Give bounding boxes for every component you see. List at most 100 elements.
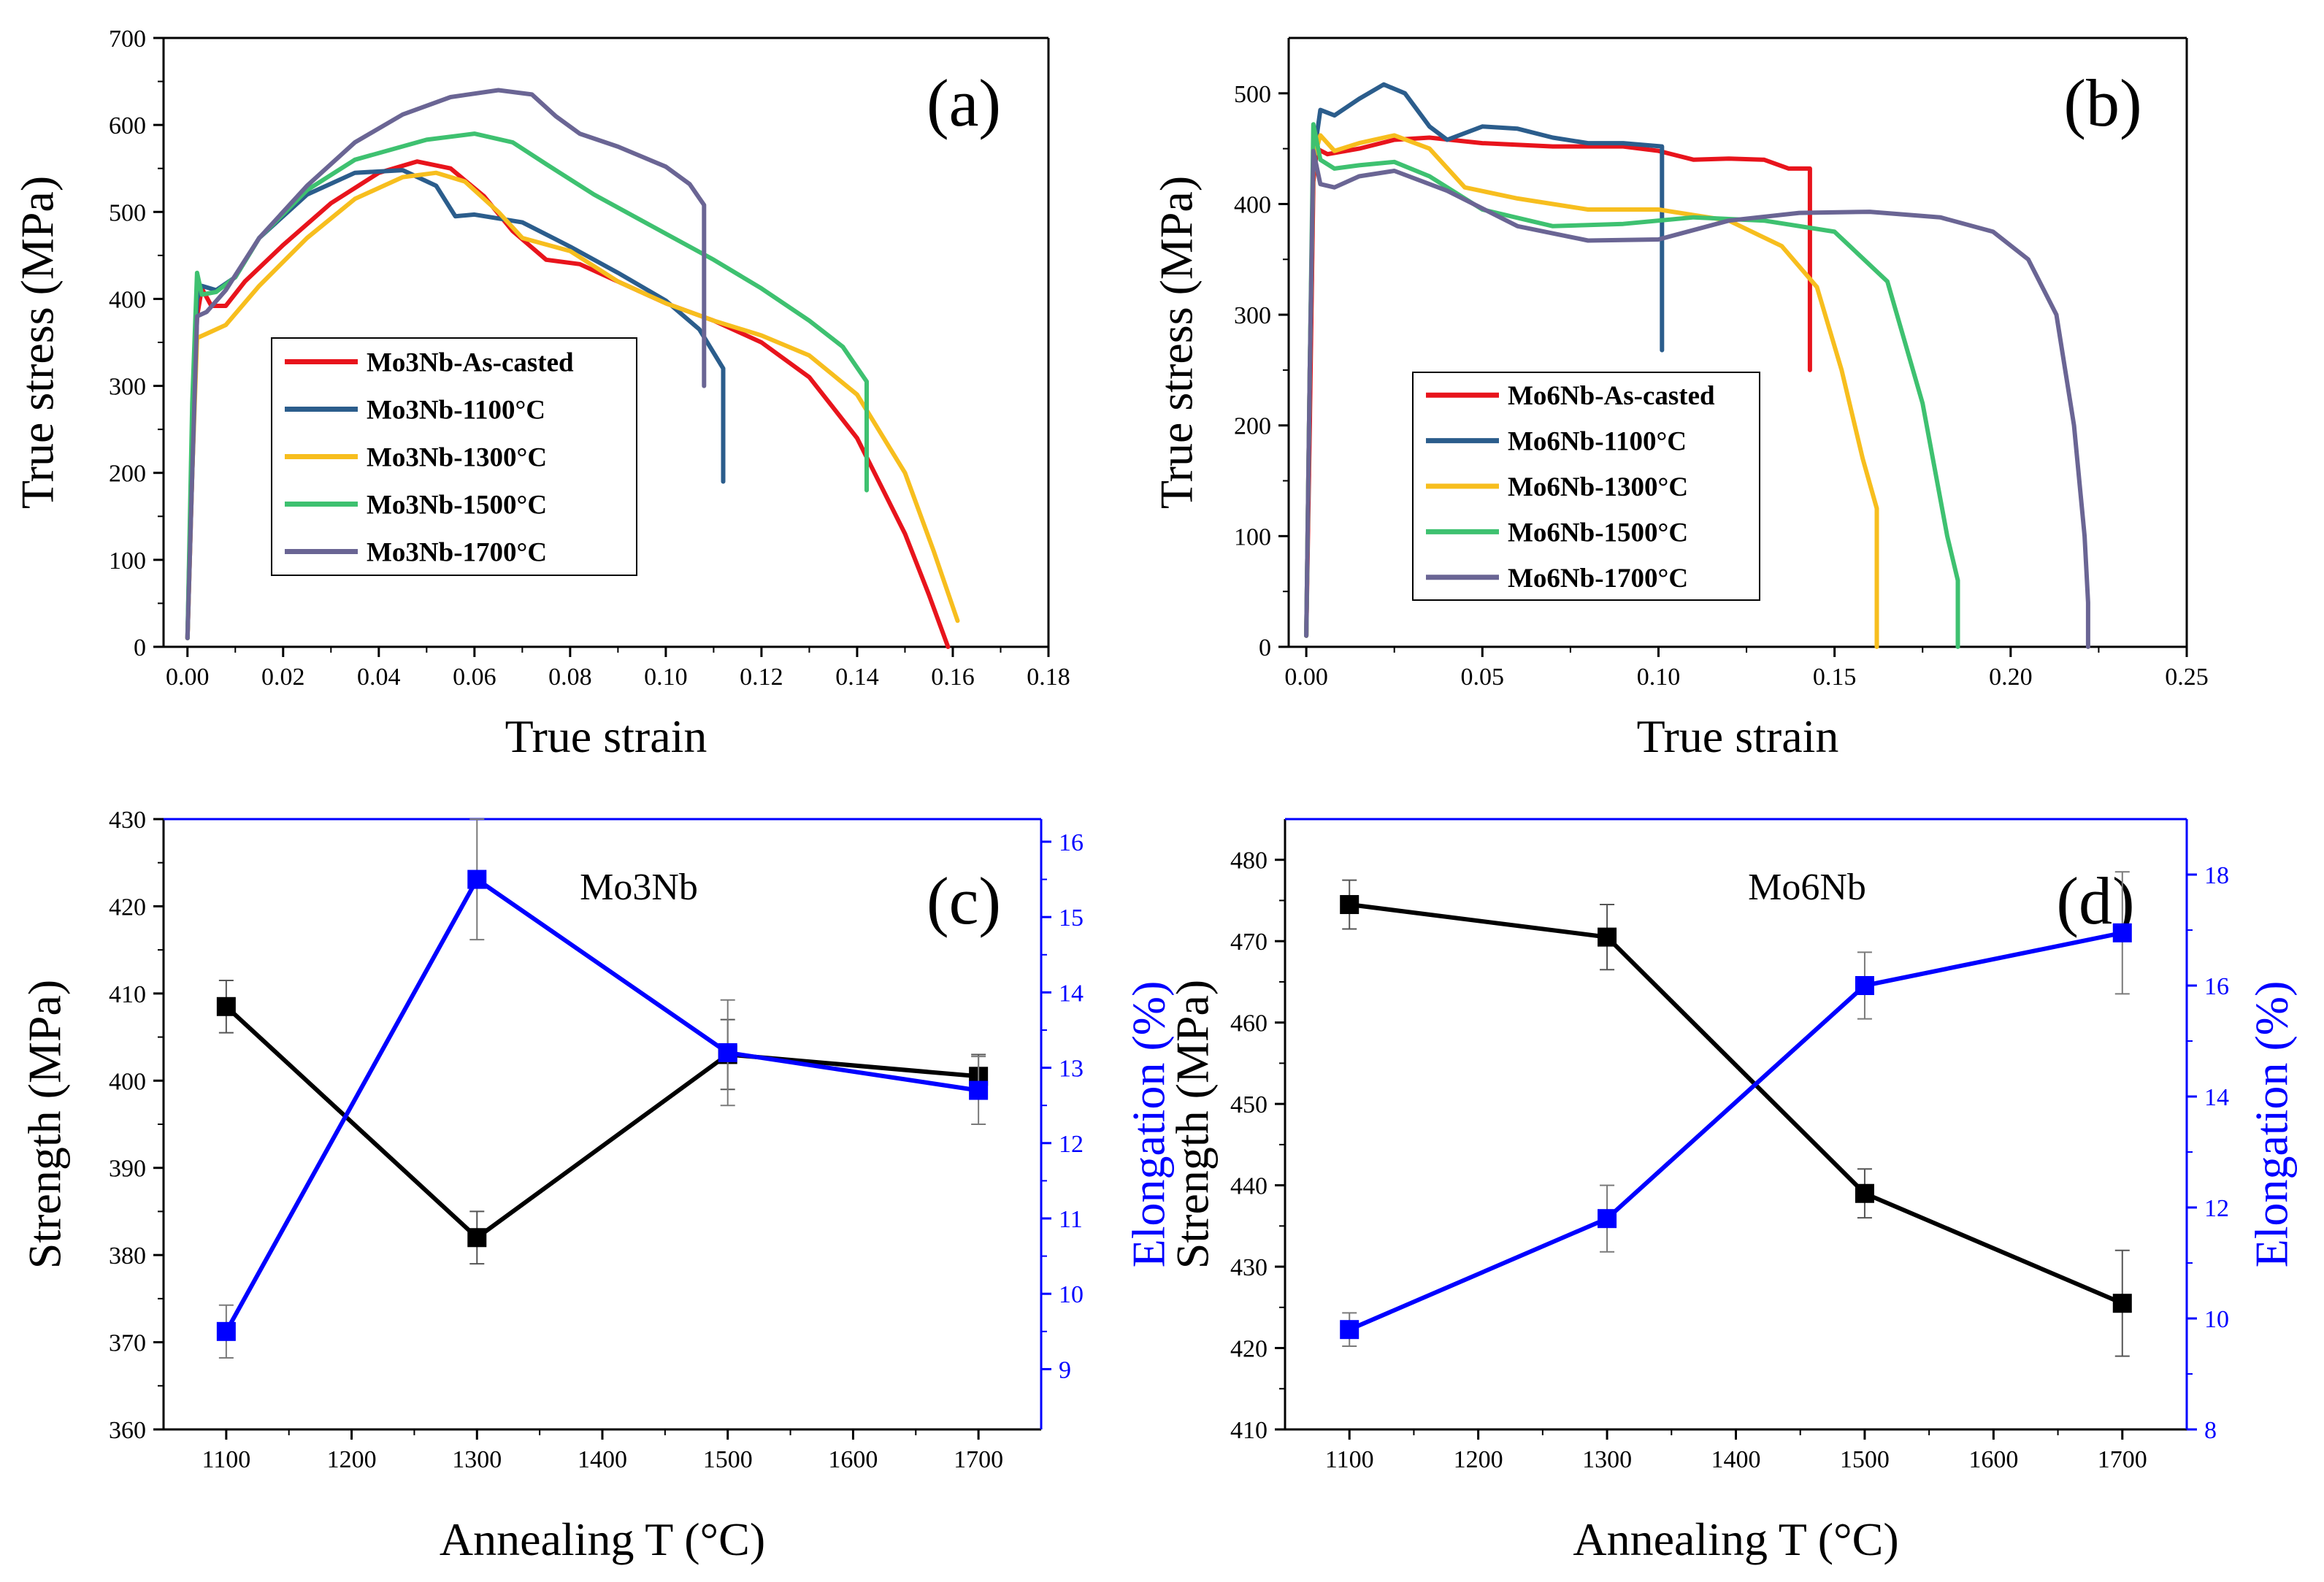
stress-strain-curve-Mo3Nb-1700°C	[185, 88, 707, 641]
y-tick-label: 420	[1230, 1336, 1268, 1363]
x-tick-label: 0.00	[1284, 664, 1328, 691]
legend-label: Mo3Nb-As-casted	[367, 348, 574, 378]
y2-tick-label: 15	[1059, 905, 1084, 932]
x-tick-label: 0.05	[1461, 664, 1505, 691]
x-tick-label: 1500	[703, 1446, 753, 1473]
y-tick-label: 380	[109, 1243, 146, 1270]
y-tick-label: 430	[1230, 1254, 1268, 1281]
x-tick-label: 0.08	[548, 664, 592, 691]
x-tick-label: 0.14	[835, 664, 879, 691]
x-tick-label: 1100	[1325, 1446, 1374, 1473]
y2-axis-title: Elongation (%)	[2246, 981, 2298, 1268]
x-tick-label: 0.00	[166, 664, 210, 691]
y-tick-label: 420	[109, 894, 146, 921]
y2-tick-label: 13	[1059, 1056, 1084, 1083]
y-tick-label: 100	[109, 548, 146, 575]
data-point-elongation	[969, 1080, 989, 1100]
y2-tick-label: 11	[1059, 1206, 1083, 1233]
y-tick-label: 390	[109, 1156, 146, 1183]
y-axis-title: True stress (MPa)	[12, 176, 64, 509]
x-tick-label: 0.04	[357, 664, 401, 691]
x-tick-label: 0.06	[453, 664, 496, 691]
x-tick-label: 0.10	[644, 664, 688, 691]
y-tick-label: 200	[109, 461, 146, 488]
x-tick-label: 1400	[578, 1446, 627, 1473]
y2-tick-label: 12	[2204, 1195, 2229, 1222]
data-point-strength	[1855, 1183, 1874, 1203]
y-tick-label: 500	[1234, 81, 1271, 108]
legend-label: Mo3Nb-1700°C	[367, 538, 547, 568]
legend-label: Mo3Nb-1500°C	[367, 491, 547, 521]
y2-axis-title: Elongation (%)	[1123, 981, 1175, 1268]
legend-label: Mo6Nb-As-casted	[1508, 381, 1715, 411]
x-axis-title: True strain	[1637, 710, 1839, 762]
x-tick-label: 1700	[2098, 1446, 2147, 1473]
x-tick-label: 0.12	[740, 664, 783, 691]
y-tick-label: 700	[109, 26, 146, 53]
x-tick-label: 1700	[954, 1446, 1003, 1473]
x-tick-label: 0.02	[261, 664, 305, 691]
legend-label: Mo6Nb-1100°C	[1508, 427, 1687, 457]
data-point-elongation	[467, 869, 487, 889]
stress-strain-curve-Mo3Nb-1500°C	[185, 131, 869, 641]
legend-label: Mo6Nb-1300°C	[1508, 472, 1688, 502]
y2-tick-label: 14	[2204, 1084, 2229, 1111]
y-tick-label: 400	[109, 1068, 146, 1095]
stress-strain-curve-Mo6Nb-1700°C	[1304, 148, 2090, 649]
data-point-elongation	[1340, 1320, 1359, 1340]
panel-c: 1100 1200 1300 1400 1500 1600 1700 360 370 380 390…	[19, 807, 1175, 1565]
y-tick-label: 200	[1234, 413, 1271, 440]
y-tick-label: 410	[1230, 1417, 1268, 1444]
legend-label: Mo6Nb-1700°C	[1508, 564, 1688, 594]
y2-tick-label: 10	[2204, 1306, 2229, 1333]
x-tick-label: 0.15	[1813, 664, 1857, 691]
legend: Mo6Nb-As-casted Mo6Nb-1100°C Mo6Nb-1300°C M…	[1412, 372, 1760, 601]
y-tick-label: 480	[1230, 848, 1268, 875]
x-tick-label: 0.10	[1637, 664, 1681, 691]
x-tick-label: 1400	[1711, 1446, 1761, 1473]
x-axis-title: True strain	[505, 710, 707, 762]
y-tick-label: 360	[109, 1417, 146, 1444]
x-tick-label: 1600	[828, 1446, 878, 1473]
series-line-strength	[224, 1005, 979, 1240]
y-tick-label: 400	[1234, 191, 1271, 218]
data-point-elongation	[1855, 976, 1874, 995]
legend: Mo3Nb-As-casted Mo3Nb-1100°C Mo3Nb-1300°C M…	[271, 337, 637, 576]
y-tick-label: 410	[109, 981, 146, 1008]
x-tick-label: 1100	[202, 1446, 250, 1473]
legend-label: Mo6Nb-1500°C	[1508, 518, 1688, 548]
y-axis-title: Strength (MPa)	[19, 980, 71, 1269]
sample-annotation: Mo6Nb	[1748, 867, 1866, 908]
data-point-strength	[2112, 1294, 2132, 1313]
stress-strain-curve-Mo3Nb-1100°C	[185, 168, 726, 641]
series-line-elongation	[1349, 930, 2123, 1332]
data-point-elongation	[216, 1321, 236, 1341]
y2-tick-label: 14	[1059, 980, 1084, 1007]
y2-tick-label: 10	[1059, 1281, 1084, 1308]
panel-label: (c)	[927, 864, 1001, 938]
series-line-strength	[1349, 902, 2123, 1305]
y-tick-label: 500	[109, 199, 146, 226]
y-tick-label: 430	[109, 807, 146, 834]
y2-tick-label: 18	[2204, 862, 2229, 889]
y-tick-label: 400	[109, 286, 146, 313]
x-tick-label: 1500	[1840, 1446, 1890, 1473]
x-tick-label: 1200	[327, 1446, 377, 1473]
x-tick-label: 1200	[1454, 1446, 1503, 1473]
y-tick-label: 0	[1259, 634, 1271, 661]
y-axis-title: Strength (MPa)	[1167, 980, 1219, 1269]
y2-tick-label: 16	[2204, 973, 2229, 1000]
x-axis-title: Annealing T (°C)	[440, 1513, 765, 1565]
data-point-strength	[216, 997, 236, 1016]
x-tick-label: 1300	[452, 1446, 502, 1473]
y-tick-label: 450	[1230, 1091, 1268, 1118]
data-point-strength	[1340, 895, 1359, 915]
y-tick-label: 300	[1234, 302, 1271, 329]
y2-tick-label: 16	[1059, 829, 1084, 856]
data-point-strength	[1598, 927, 1617, 947]
y-tick-label: 600	[109, 112, 146, 139]
y-tick-label: 440	[1230, 1173, 1268, 1200]
stress-strain-curve-Mo6Nb-1300°C	[1304, 133, 1879, 649]
panel-label: (b)	[2063, 66, 2141, 140]
x-tick-label: 0.18	[1027, 664, 1070, 691]
